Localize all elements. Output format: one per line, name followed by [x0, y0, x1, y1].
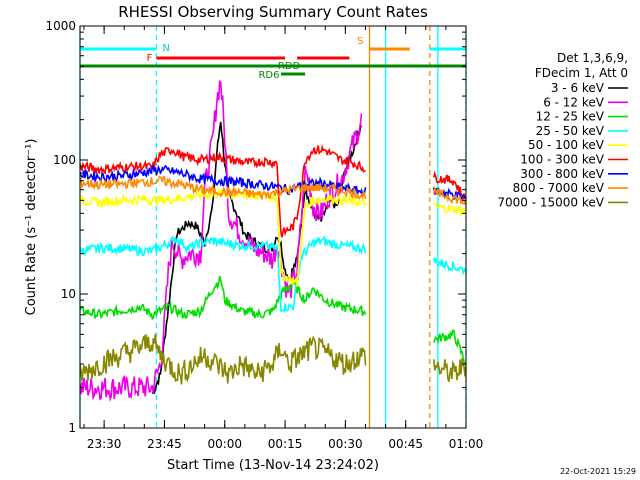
series-group: [80, 79, 466, 403]
y-tick-label: 1: [68, 421, 76, 435]
legend-header: Det 1,3,6,9,: [557, 51, 628, 65]
state-label-f: F: [147, 53, 153, 64]
x-tick-label: 23:30: [87, 437, 122, 451]
legend-entry-label: 50 - 100 keV: [528, 138, 605, 152]
x-tick-label: 00:00: [207, 437, 242, 451]
chart-title: RHESSI Observing Summary Count Rates: [118, 3, 428, 21]
series-line: [80, 275, 466, 366]
series-line: [80, 144, 466, 238]
x-axis-label: Start Time (13-Nov-14 23:24:02): [167, 458, 379, 473]
legend-entry-label: 800 - 7000 keV: [513, 181, 605, 195]
state-label-n: N: [162, 43, 169, 54]
state-label-rdd: RDD: [278, 61, 301, 72]
footer-date: 22-Oct-2021 15:29: [560, 467, 636, 476]
state-label-s: S: [357, 36, 363, 47]
legend-entry-label: 6 - 12 keV: [543, 95, 605, 109]
series-line: [80, 175, 466, 206]
legend-entry-label: 300 - 800 keV: [520, 167, 604, 181]
x-tick-label: 00:45: [388, 437, 423, 451]
legend-header: FDecim 1, Att 0: [535, 66, 628, 80]
state-label-rd6: RD6: [258, 70, 279, 81]
y-tick-label: 10: [61, 287, 76, 301]
legend-entry-label: 100 - 300 keV: [520, 153, 604, 167]
x-tick-label: 01:00: [449, 437, 484, 451]
series-line: [80, 187, 466, 287]
series-line: [80, 235, 466, 314]
series-line: [80, 79, 363, 403]
legend-entry-label: 12 - 25 keV: [536, 110, 605, 124]
legend-entry-label: 3 - 6 keV: [551, 81, 605, 95]
y-axis-label: Count Rate (s⁻¹ detector⁻¹): [24, 139, 39, 316]
x-tick-label: 00:30: [328, 437, 363, 451]
series-line: [80, 333, 466, 385]
x-tick-label: 23:45: [147, 437, 182, 451]
legend-entry-label: 25 - 50 keV: [536, 124, 605, 138]
plot-frame: [79, 25, 467, 429]
x-tick-label: 00:15: [268, 437, 303, 451]
y-tick-label: 100: [53, 153, 76, 167]
legend-entry-label: 7000 - 15000 keV: [497, 195, 604, 209]
y-tick-label: 1000: [45, 19, 76, 33]
